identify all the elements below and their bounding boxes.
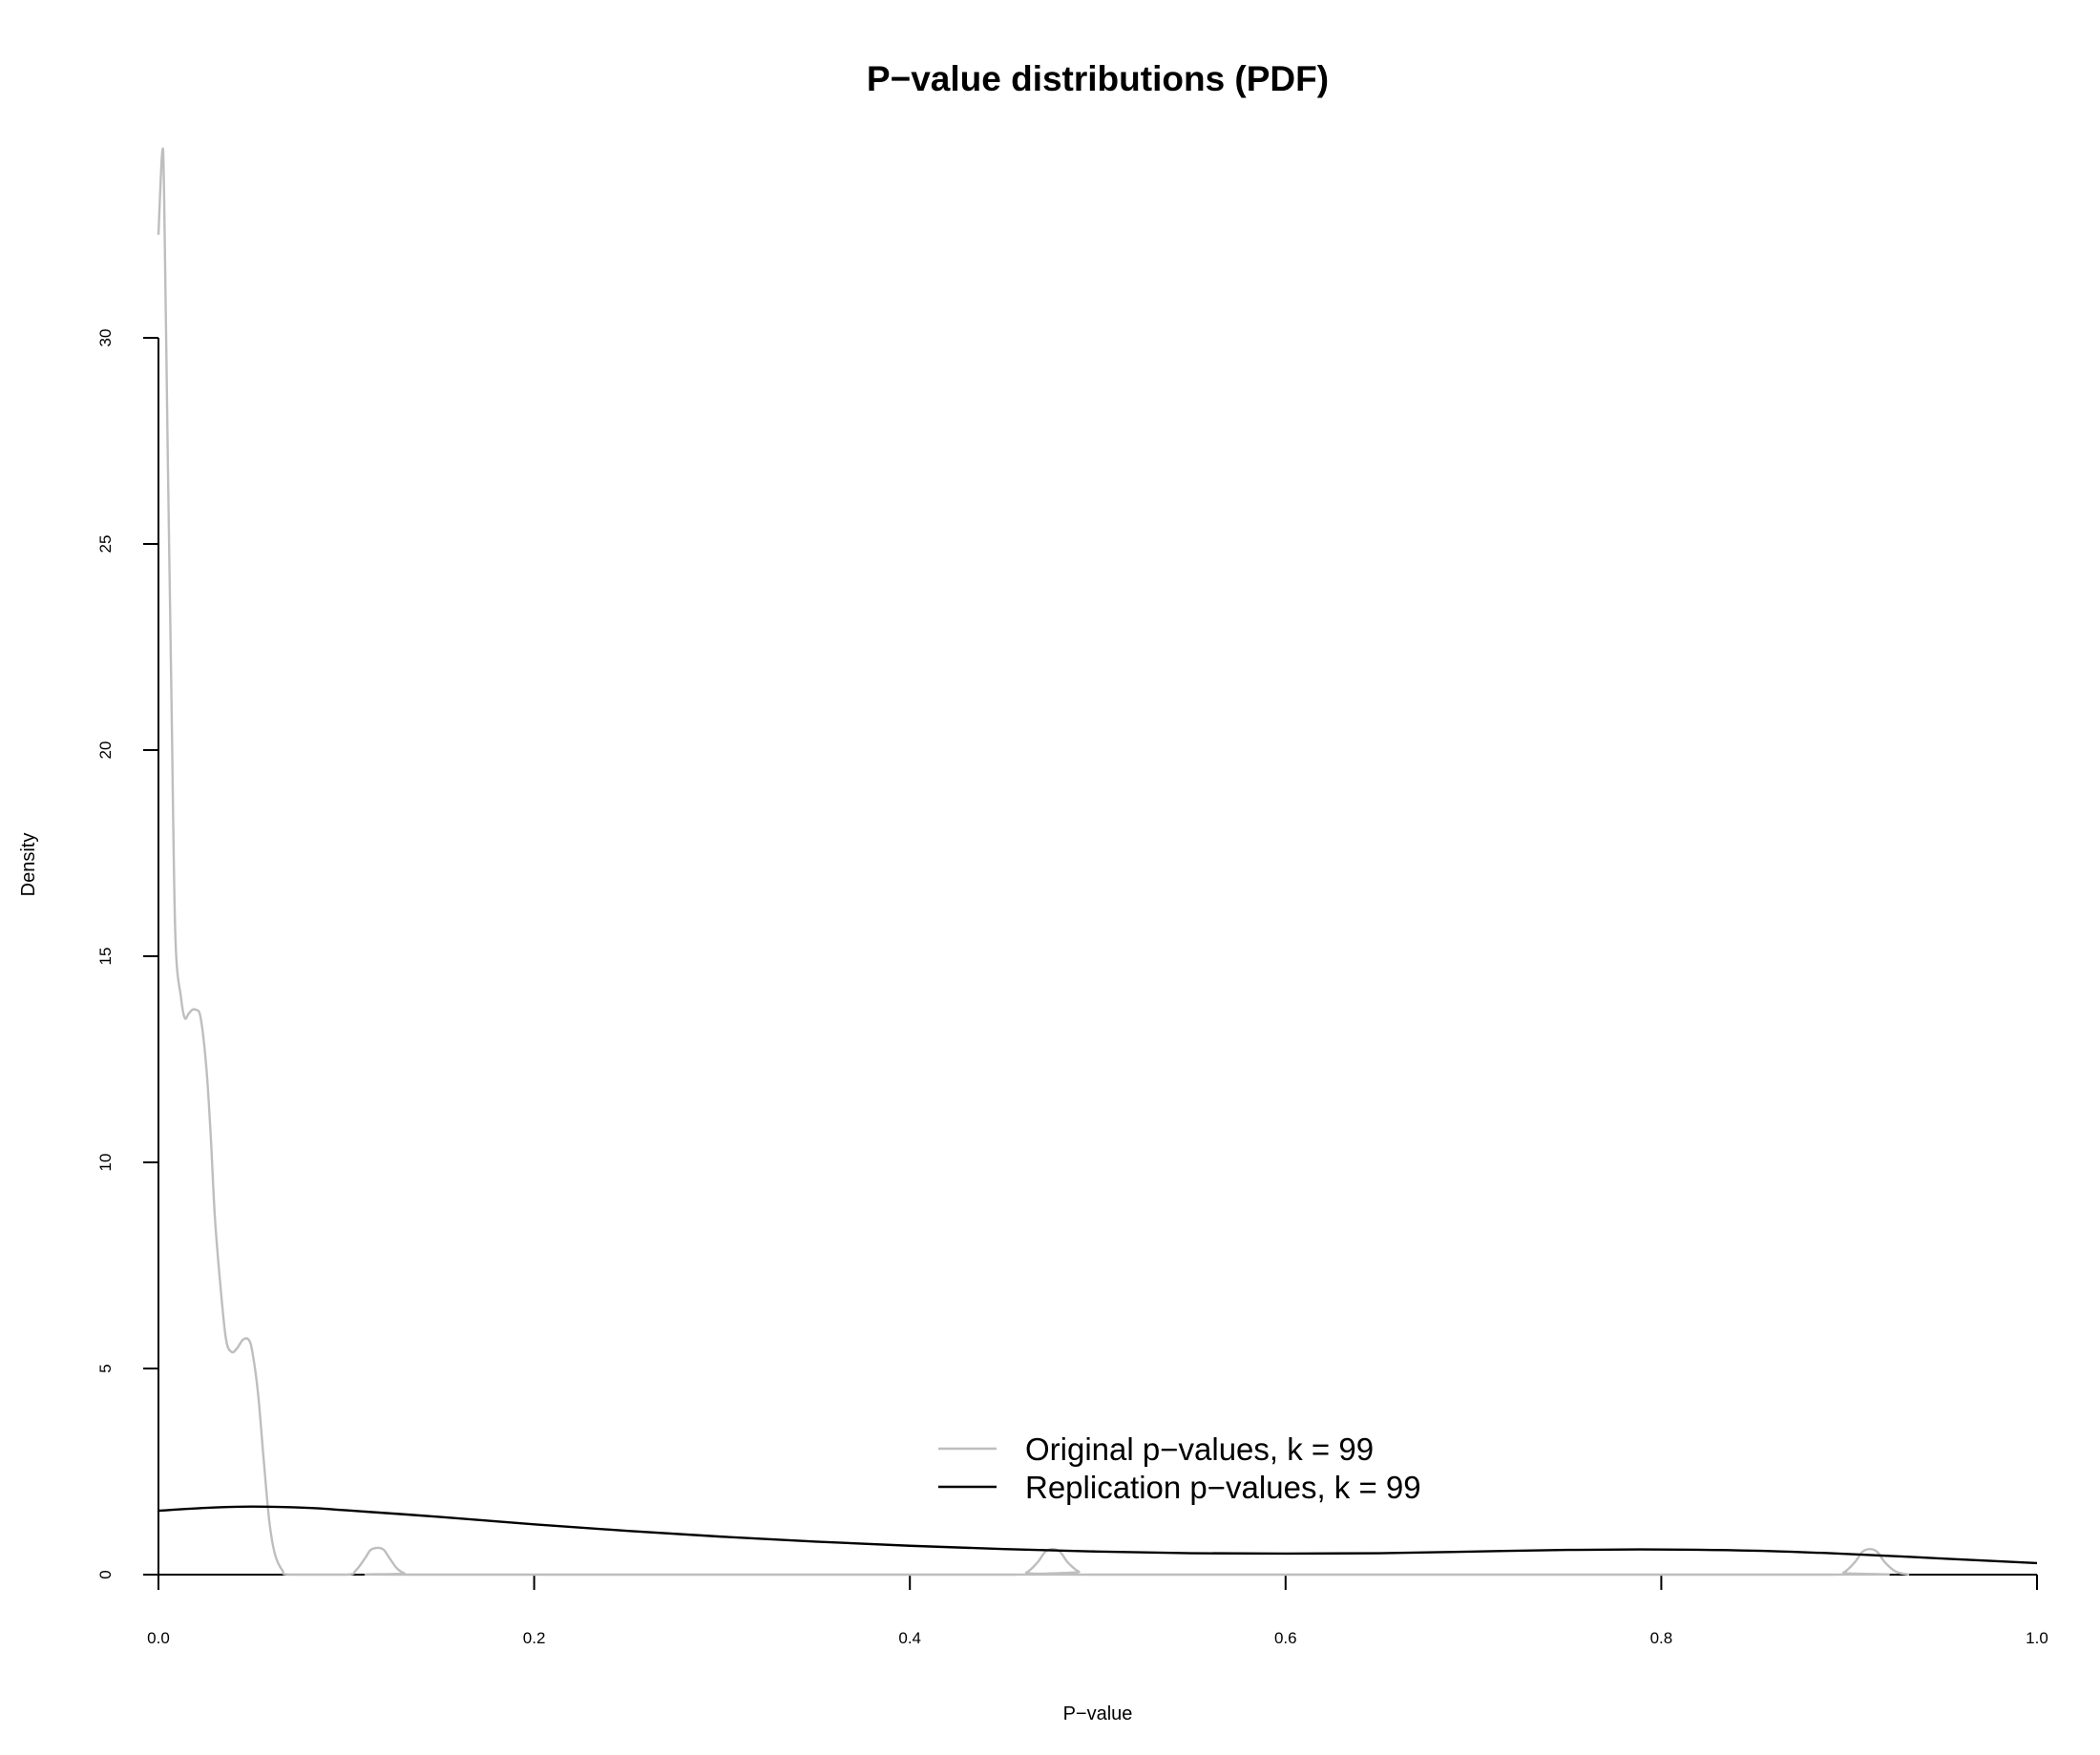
chart-title: P−value distributions (PDF) xyxy=(867,59,1329,98)
x-tick-label: 0.8 xyxy=(1650,1629,1673,1647)
y-tick-label: 0 xyxy=(96,1570,115,1578)
y-tick-label: 25 xyxy=(96,535,115,554)
y-tick-label: 10 xyxy=(96,1154,115,1172)
y-tick-label: 15 xyxy=(96,948,115,966)
x-tick-label: 0.6 xyxy=(1274,1629,1297,1647)
y-tick-label: 30 xyxy=(96,329,115,347)
plot-area: 0 5 10 15 20 25 30 0.0 0.2 0.4 0.6 0.8 1.0 xyxy=(96,147,2048,1647)
x-axis-title: P−value xyxy=(1063,1703,1133,1724)
x-tick-label: 0.2 xyxy=(523,1629,546,1647)
y-axis-title: Density xyxy=(18,833,39,897)
x-tick-label: 0.0 xyxy=(147,1629,170,1647)
x-tick-label: 1.0 xyxy=(2026,1629,2048,1647)
y-tick-label: 20 xyxy=(96,742,115,760)
x-tick-label: 0.4 xyxy=(898,1629,921,1647)
original-density-line xyxy=(157,147,1910,1577)
legend-label-replication: Replication p−values, k = 99 xyxy=(1025,1470,1421,1505)
y-tick-label: 5 xyxy=(96,1364,115,1372)
replication-density-line xyxy=(158,1505,2038,1565)
legend-label-original: Original p−values, k = 99 xyxy=(1025,1431,1374,1467)
